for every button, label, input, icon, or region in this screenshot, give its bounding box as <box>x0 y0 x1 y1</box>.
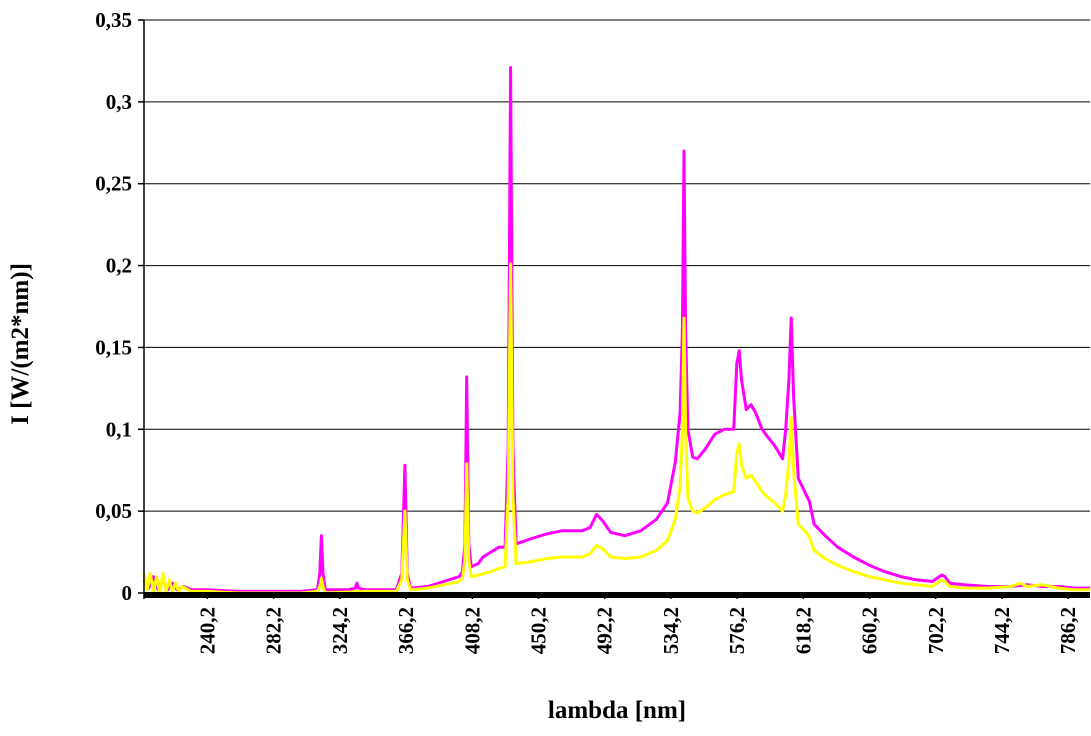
y-tick-label-5: 0,25 <box>95 172 132 196</box>
series-lines <box>142 66 1090 595</box>
axes <box>143 20 1090 599</box>
y-tick-label-0: 0 <box>122 581 133 605</box>
y-axis-label: I [W/(m2*nm)] <box>7 263 34 425</box>
series-line-0 <box>142 66 1090 593</box>
x-tick-label-4: 408,2 <box>460 607 484 654</box>
x-tick-label-13: 786,2 <box>1056 607 1080 654</box>
x-tick-label-0: 240,2 <box>195 607 219 654</box>
x-tick-label-9: 618,2 <box>791 607 815 654</box>
y-tick-labels: 0 0,05 0,1 0,15 0,2 0,25 0,3 0,35 <box>95 8 144 605</box>
x-tick-label-11: 702,2 <box>924 607 948 654</box>
x-axis-label: lambda [nm] <box>548 697 686 724</box>
x-tick-label-10: 660,2 <box>858 607 882 654</box>
x-tick-label-2: 324,2 <box>328 607 352 654</box>
gridlines <box>144 19 1090 512</box>
y-tick-label-1: 0,05 <box>95 499 132 523</box>
y-tick-label-7: 0,35 <box>95 8 132 32</box>
x-tick-label-6: 492,2 <box>593 607 617 654</box>
x-tick-label-1: 282,2 <box>262 607 286 654</box>
x-tick-labels: 240,2 282,2 324,2 366,2 408,2 450,2 492,2 534,2… <box>195 593 1080 654</box>
y-tick-label-3: 0,15 <box>95 335 132 359</box>
y-tick-label-4: 0,2 <box>106 254 132 278</box>
x-tick-label-8: 576,2 <box>725 607 749 654</box>
x-tick-label-12: 744,2 <box>990 607 1014 654</box>
y-tick-label-6: 0,3 <box>106 90 132 114</box>
y-tick-label-2: 0,1 <box>106 417 132 441</box>
x-tick-label-7: 534,2 <box>659 607 683 654</box>
x-tick-label-5: 450,2 <box>527 607 551 654</box>
x-tick-label-3: 366,2 <box>394 607 418 654</box>
series-line-1 <box>142 262 1090 595</box>
